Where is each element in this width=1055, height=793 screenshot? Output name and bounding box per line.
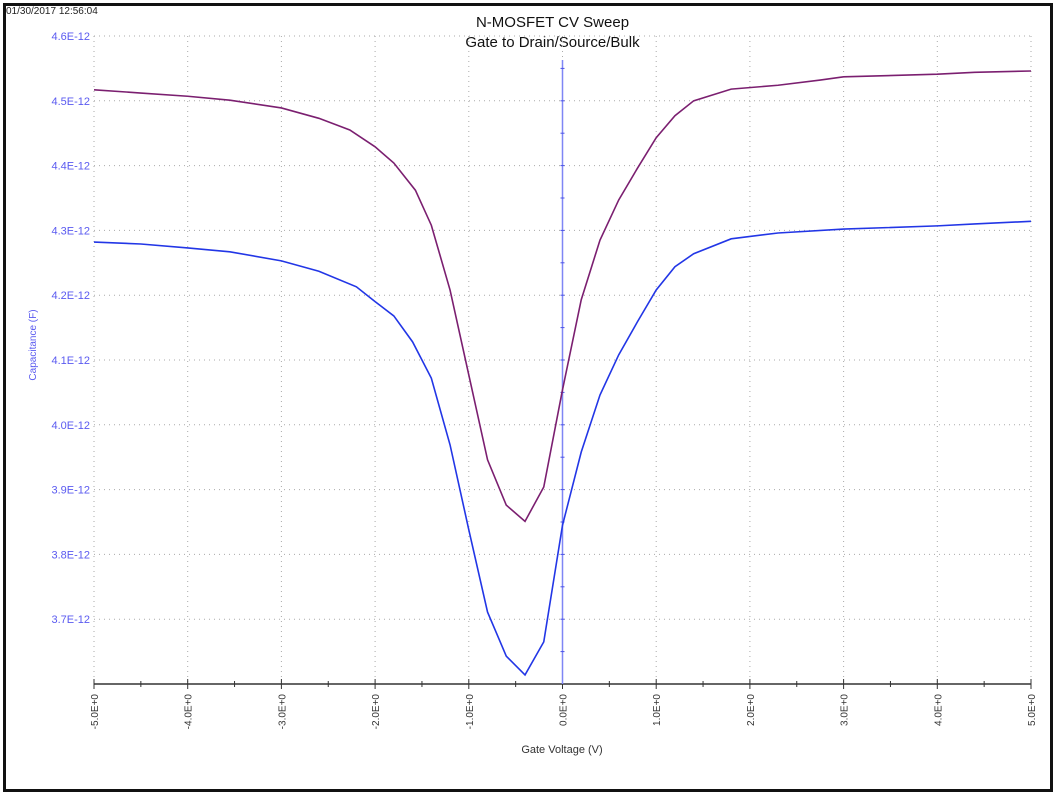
y-tick-label: 4.4E-12 <box>51 161 90 173</box>
y-axis-label: Capacitance (F) <box>28 309 39 380</box>
x-tick-label: 2.0E+0 <box>746 694 757 726</box>
chart-frame <box>3 3 1053 792</box>
series-line-1 <box>93 70 1032 523</box>
chart-subtitle: Gate to Drain/Source/Bulk <box>465 34 640 51</box>
x-tick-label: 4.0E+0 <box>933 694 944 726</box>
x-tick-label: -5.0E+0 <box>90 694 101 730</box>
x-tick-label: -2.0E+0 <box>371 694 382 730</box>
y-tick-label: 4.6E-12 <box>51 31 90 43</box>
series-line-2 <box>93 220 1032 677</box>
x-tick-label: 0.0E+0 <box>559 694 570 726</box>
y-tick-label: 4.2E-12 <box>51 290 90 302</box>
x-tick-label: -1.0E+0 <box>465 694 476 730</box>
x-tick-label: 1.0E+0 <box>652 694 663 726</box>
x-tick-label: -3.0E+0 <box>277 694 288 730</box>
timestamp: 01/30/2017 12:56:04 <box>6 6 98 17</box>
y-tick-label: 3.7E-12 <box>51 614 90 626</box>
x-tick-label: 5.0E+0 <box>1027 694 1038 726</box>
x-tick-label: 3.0E+0 <box>840 694 851 726</box>
y-tick-label: 3.9E-12 <box>51 485 90 497</box>
y-tick-label: 4.0E-12 <box>51 420 90 432</box>
x-tick-label: -4.0E+0 <box>184 694 195 730</box>
y-tick-label: 4.5E-12 <box>51 96 90 108</box>
x-axis-label: Gate Voltage (V) <box>521 744 602 756</box>
y-tick-label: 4.1E-12 <box>51 355 90 367</box>
chart-title: N-MOSFET CV Sweep <box>475 14 630 31</box>
y-tick-label: 3.8E-12 <box>51 549 90 561</box>
y-tick-label: 4.3E-12 <box>51 225 90 237</box>
